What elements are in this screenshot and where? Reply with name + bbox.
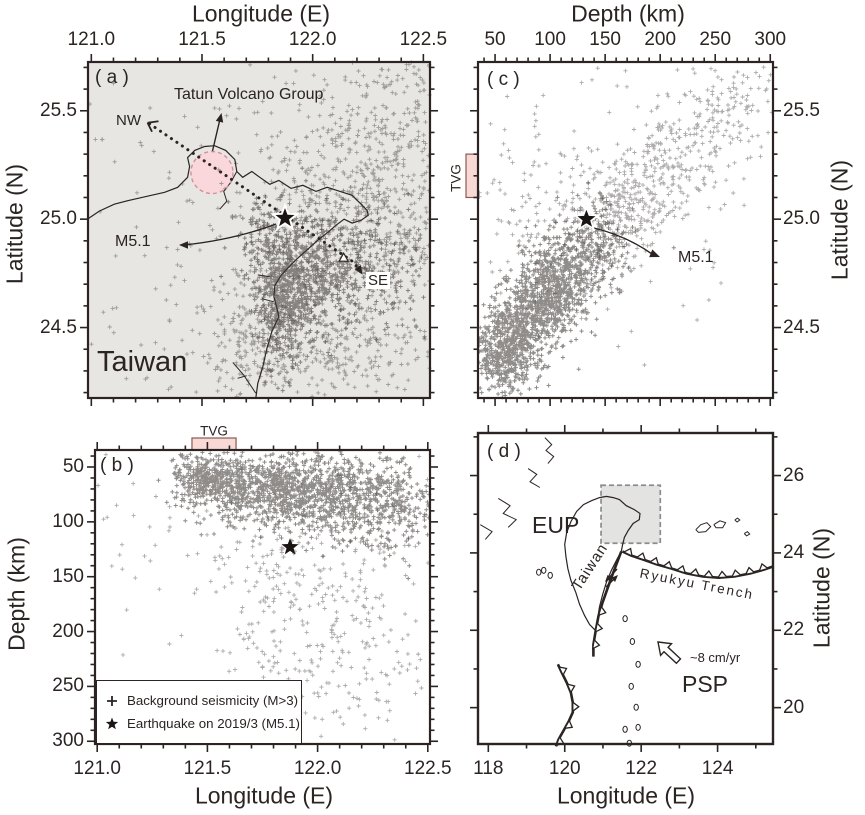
study-area-dashed-box bbox=[600, 484, 662, 545]
panel-b-frame bbox=[93, 448, 432, 746]
panel-c-section bbox=[465, 65, 774, 400]
seismicity-points-sparse bbox=[96, 449, 431, 742]
tvg-dashed-circle bbox=[190, 150, 234, 195]
river-line bbox=[232, 362, 257, 394]
earthquake-star-icon bbox=[577, 209, 596, 227]
arrowhead-icon bbox=[605, 574, 612, 582]
cross-marker-icon bbox=[97, 693, 127, 709]
small-island-icon bbox=[541, 566, 547, 574]
small-island-icon bbox=[547, 571, 553, 579]
small-island-icon bbox=[629, 637, 636, 645]
volcano-triangle-icon bbox=[338, 251, 350, 262]
panel-a-ticks bbox=[80, 54, 438, 406]
trench-teeth-icon bbox=[557, 666, 568, 677]
trench-teeth-icon bbox=[661, 560, 674, 570]
small-island-icon bbox=[628, 682, 634, 690]
arrowhead-icon bbox=[649, 249, 660, 258]
seismicity-points-dense bbox=[477, 180, 676, 400]
ryukyu-island-outline bbox=[713, 520, 727, 529]
ryukyu-island-outline bbox=[734, 517, 741, 523]
trench-teeth-icon bbox=[675, 564, 687, 575]
panel-a-frame bbox=[86, 60, 432, 400]
earthquake-star-icon bbox=[275, 208, 295, 227]
panel-c-ticks bbox=[470, 54, 781, 406]
panel-b-ticks bbox=[87, 442, 438, 752]
panel-b-section bbox=[96, 437, 432, 742]
seismicity-points-dense bbox=[156, 449, 432, 581]
river-line bbox=[237, 375, 247, 379]
legend-item-earthquake-star: Earthquake on 2019/3 (M5.1) bbox=[97, 715, 301, 733]
trench-teeth-icon bbox=[702, 569, 715, 579]
legend-label: Background seismicity (M>3) bbox=[127, 693, 299, 708]
arrowhead-icon bbox=[215, 113, 224, 123]
plate-motion-arrow-icon bbox=[657, 641, 682, 665]
ryukyu-island-outline bbox=[743, 530, 751, 537]
m51-leader-line-a bbox=[183, 223, 277, 246]
arrowhead-icon bbox=[611, 575, 618, 582]
m51-leader-line-c bbox=[593, 227, 653, 255]
trench-teeth-icon bbox=[563, 719, 574, 730]
small-island-icon bbox=[635, 723, 641, 731]
trench-teeth-icon bbox=[635, 552, 647, 562]
panel-d-map bbox=[480, 437, 774, 747]
china-coastline bbox=[544, 437, 555, 464]
collision-boundary-line bbox=[592, 550, 623, 657]
trench-teeth-icon bbox=[730, 569, 743, 578]
trench-teeth-icon bbox=[622, 547, 633, 558]
legend-item-background-seismicity: Background seismicity (M>3) bbox=[97, 692, 301, 710]
trench-teeth-icon bbox=[594, 621, 604, 634]
panel-d-ticks bbox=[470, 425, 781, 752]
trench-teeth-icon bbox=[572, 700, 580, 713]
seismicity-points-dense bbox=[219, 166, 427, 393]
ryukyu-island-outline bbox=[695, 522, 712, 533]
china-coastline bbox=[480, 524, 493, 540]
legend-label: Earthquake on 2019/3 (M5.1) bbox=[127, 716, 300, 731]
trench-teeth-icon bbox=[688, 568, 701, 577]
trench-teeth-icon bbox=[591, 638, 601, 650]
arrowhead-icon bbox=[354, 265, 363, 275]
tatun-leader-line bbox=[211, 116, 222, 152]
china-coastline bbox=[498, 497, 518, 528]
trench-teeth-icon bbox=[597, 605, 607, 617]
trench-teeth-icon bbox=[716, 570, 729, 579]
legend-box: Background seismicity (M>3) Earthquake o… bbox=[96, 680, 302, 744]
arrowhead-icon bbox=[179, 241, 188, 249]
tvg-area-fill bbox=[190, 151, 233, 194]
trench-teeth-icon bbox=[648, 556, 660, 567]
earthquake-star-icon bbox=[281, 538, 299, 555]
star-marker-icon bbox=[97, 716, 127, 732]
trench-teeth-icon bbox=[566, 683, 576, 694]
panel-a-map bbox=[86, 60, 432, 399]
china-coastline bbox=[527, 468, 541, 488]
small-island-icon bbox=[536, 568, 542, 576]
panel-d-frame bbox=[476, 431, 775, 746]
trench-teeth-icon bbox=[744, 566, 756, 576]
small-island-icon bbox=[622, 725, 628, 733]
nw-arrowhead-icon bbox=[146, 120, 159, 133]
small-island-icon bbox=[633, 703, 639, 711]
panel-c-frame bbox=[476, 60, 775, 400]
small-island-icon bbox=[622, 615, 628, 623]
manila-trench-line bbox=[554, 663, 575, 747]
small-island-icon bbox=[635, 660, 641, 668]
trench-teeth-icon bbox=[758, 562, 770, 572]
